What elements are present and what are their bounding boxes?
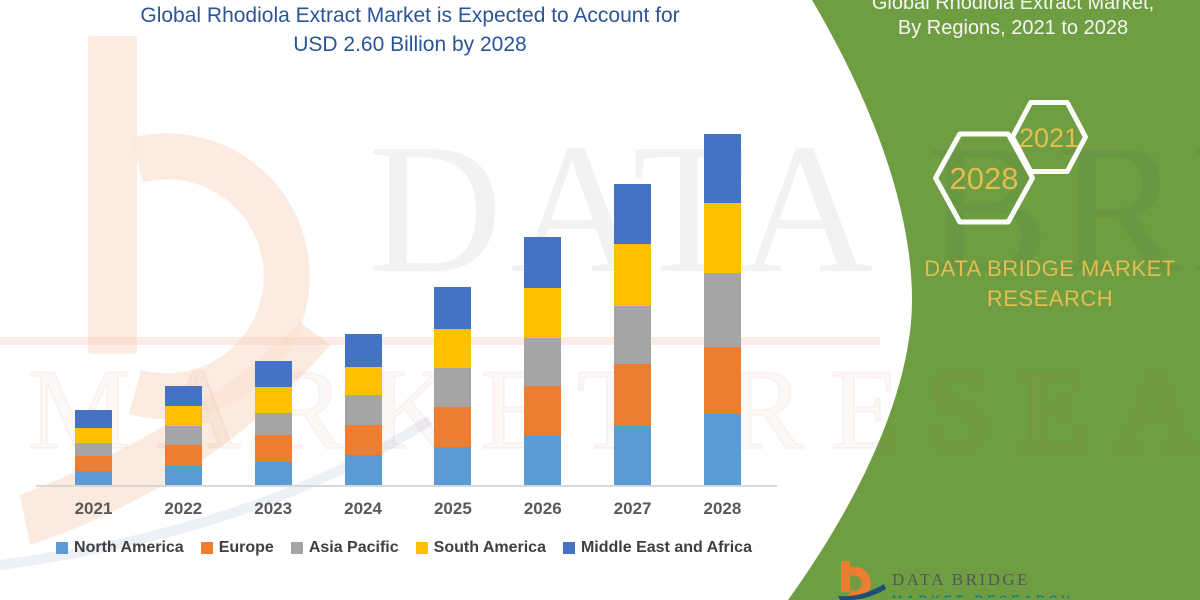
bar-segment-2026-middle-east-and-africa [524,236,562,289]
x-axis-label-2025: 2025 [433,499,472,518]
chart-title-line1: Global Rhodiola Extract Market is Expect… [140,4,680,27]
bar-segment-2027-europe [614,364,652,427]
bar-segment-2021-south-america [75,427,112,443]
legend-label: South America [433,539,546,556]
bar-segment-2022-asia-pacific [164,426,202,446]
bar-segment-2028-europe [703,346,741,415]
bar-segment-2025-north-america [434,446,472,486]
legend-swatch [415,542,428,554]
side-panel-heading: Global Rhodiola Extract Market, By Regio… [828,0,1198,41]
bar-segment-2022-north-america [164,465,202,486]
bar-segment-2024-north-america [344,454,382,486]
bar-segment-2026-europe [524,385,562,436]
bar-segment-2024-south-america [344,366,382,396]
bar-segment-2021-middle-east-and-africa [75,410,112,428]
bar-segment-2025-asia-pacific [434,368,472,408]
x-axis-label-2022: 2022 [164,499,203,518]
bar-segment-2026-asia-pacific [524,338,562,386]
side-panel-heading-line2: By Regions, 2021 to 2028 [897,17,1129,39]
footer-brand-subtitle: MARKET RESEARCH [892,593,1112,598]
x-axis-label-2023: 2023 [254,499,293,518]
bar-segment-2022-europe [164,445,202,466]
legend-label: Asia Pacific [308,539,399,556]
hexagon-2028-label: 2028 [950,161,1019,196]
bar-segment-2024-middle-east-and-africa [344,334,382,367]
legend-item-middle-east-and-africa: Middle East and Africa [562,539,752,557]
footer-logo-icon [838,561,886,600]
x-axis-label-2024: 2024 [344,499,382,518]
legend-label: Middle East and Africa [580,539,752,556]
legend-swatch [290,542,303,554]
bar-segment-2027-asia-pacific [614,305,652,365]
side-panel-heading-line1: Global Rhodiola Extract Market, [871,0,1155,14]
bar-segment-2025-middle-east-and-africa [434,286,472,329]
bar-segment-2023-north-america [254,461,292,486]
bar-segment-2021-asia-pacific [75,442,112,457]
bar-segment-2022-middle-east-and-africa [164,385,202,407]
bar-segment-2028-middle-east-and-africa [703,133,741,203]
legend-item-asia-pacific: Asia Pacific [290,539,399,557]
bar-segment-2022-south-america [164,406,202,427]
footer-swoosh [838,584,886,600]
footer-brand-subtitle-clip: MARKET RESEARCH [892,593,1112,598]
chart-legend: North America Europe Asia Pacific South Ame… [30,539,778,557]
footer-b-stem [841,561,850,592]
legend-item-south-america: South America [415,539,546,557]
bar-segment-2021-north-america [75,471,112,486]
hexagon-2028-outline [933,131,1035,225]
bar-segment-2025-europe [434,407,472,447]
bar-segment-2028-asia-pacific [703,273,741,347]
bar-segment-2023-asia-pacific [254,412,292,435]
legend-swatch [200,542,213,554]
legend-swatch [56,542,69,554]
x-axis-label-2027: 2027 [613,499,652,518]
bar-segment-2024-asia-pacific [344,395,382,426]
x-axis-label-2021: 2021 [74,499,113,518]
footer-b-bowl [847,566,871,600]
bar-segment-2027-north-america [614,426,652,486]
x-axis-line [36,485,777,487]
side-panel-brand-text: DATA BRIDGE MARKET RESEARCH [922,254,1178,314]
bar-segment-2025-south-america [434,328,472,369]
legend-label: Europe [218,539,274,556]
bar-segment-2023-europe [254,434,292,462]
legend-swatch [562,542,575,554]
hexagon-2021-label: 2021 [1019,123,1079,153]
side-panel-brand-line1: DATA BRIDGE MARKET [924,256,1176,281]
bar-segment-2027-south-america [614,243,652,306]
bar-segment-2023-middle-east-and-africa [254,361,292,388]
legend-label: North America [74,539,184,556]
bar-segment-2024-europe [344,425,382,455]
bar-segment-2028-north-america [703,414,741,486]
x-axis-label-2026: 2026 [523,499,562,518]
chart-title-line2: USD 2.60 Billion by 2028 [293,33,527,56]
bar-segment-2027-middle-east-and-africa [614,184,652,244]
watermark-swoosh-blue [0,415,433,570]
bar-segment-2026-north-america [524,435,562,486]
bar-segment-2023-south-america [254,387,292,413]
bar-segment-2021-europe [75,456,112,472]
bar-segment-2026-south-america [524,288,562,339]
chart-title: Global Rhodiola Extract Market is Expect… [108,1,712,59]
side-panel-polygon [788,0,1200,600]
footer-brand-name: DATA BRIDGE [892,570,1031,589]
legend-item-europe: Europe [200,539,274,557]
footer-logo-text: DATA BRIDGE MARKET RESEARCH [892,570,1112,598]
watermark-b-stem [88,36,137,354]
side-panel-brand-line2: RESEARCH [986,286,1114,311]
legend-item-north-america: North America [56,539,184,557]
x-axis-label-2028: 2028 [703,499,742,518]
bar-segment-2028-south-america [703,203,741,274]
